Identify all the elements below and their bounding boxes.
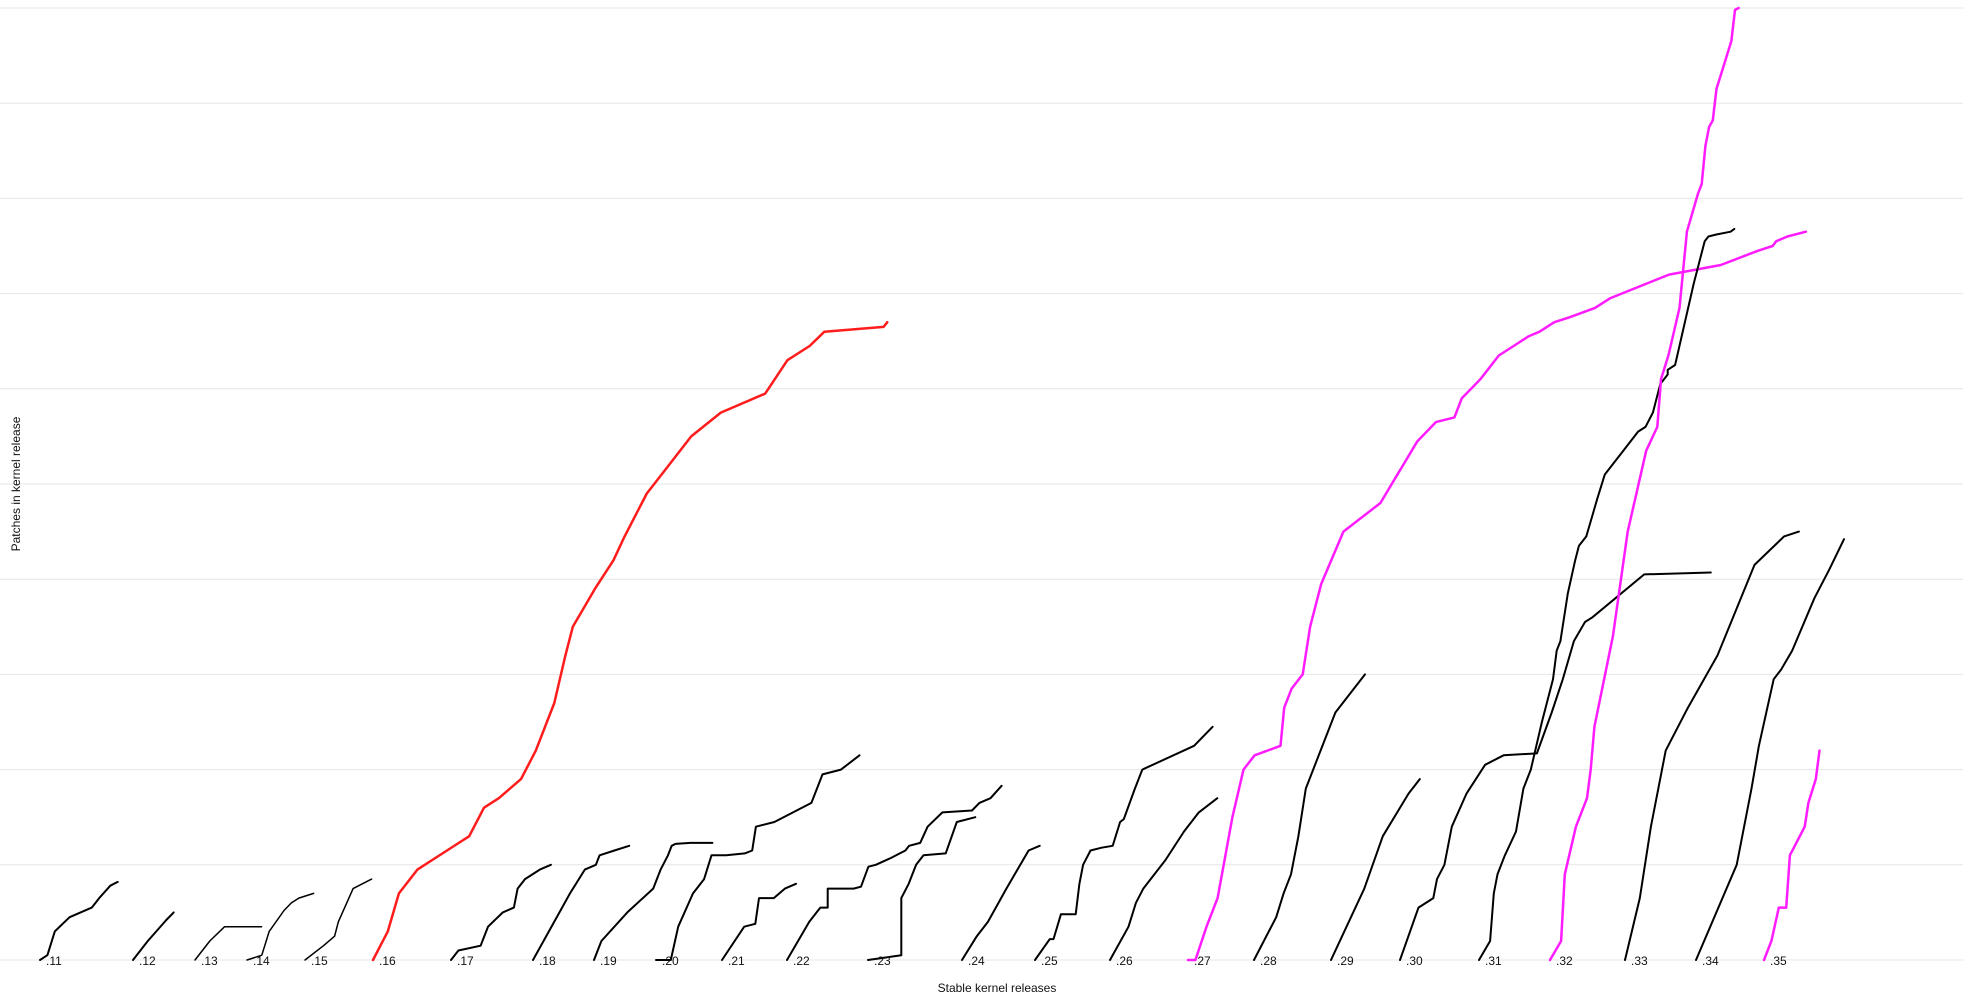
series-line-28 [1253,673,1366,961]
x-tick-label: .29 [1337,954,1354,968]
series-line-22 [786,784,1003,961]
series-line-34 [1695,538,1845,961]
series-line-15 [304,878,373,961]
series-line-25 [1034,725,1214,961]
x-tick-label: .23 [874,954,891,968]
x-tick-label: .11 [46,954,62,968]
x-tick-label: .31 [1485,954,1502,968]
series-line-23 [867,816,977,961]
x-tick-label: .30 [1406,954,1423,968]
x-tick-label: .20 [662,954,679,968]
x-tick-label: .24 [968,954,985,968]
series-line-13 [194,925,263,961]
x-tick-label: .32 [1556,954,1573,968]
series-line-17 [450,863,552,961]
series-line-18 [532,844,631,961]
x-tick-label: .27 [1194,954,1211,968]
x-tick-label: .17 [457,954,474,968]
series-line-14 [246,892,315,961]
x-tick-label: .35 [1770,954,1787,968]
x-tick-label: .22 [793,954,810,968]
x-tick-label: .13 [201,954,218,968]
series-line-16 [371,320,889,962]
series-line-26 [1109,797,1219,961]
series-line-24 [961,844,1041,961]
x-tick-label: .28 [1260,954,1277,968]
x-tick-label: .26 [1116,954,1133,968]
x-tick-label: .15 [311,954,328,968]
series-line-19 [593,841,714,961]
x-tick-label: .18 [539,954,556,968]
x-tick-label: .14 [253,954,270,968]
x-tick-label: .16 [379,954,396,968]
x-tick-label: .34 [1702,954,1719,968]
series-line-21 [721,882,797,961]
series-line-32 [1548,6,1740,962]
series-line-27 [1186,230,1808,962]
series-line-11 [39,880,119,961]
series-line-29 [1330,778,1421,961]
gridlines [0,7,1963,961]
series-line-20 [655,754,861,961]
x-tick-label: .12 [139,954,156,968]
x-tick-label: .21 [728,954,745,968]
x-tick-labels: .11 .12 .13 .14 .15 .16 .17 .18 .19 .20 .21 .22 .23.… [46,954,1787,968]
x-axis-title: Stable kernel releases [938,981,1057,995]
x-tick-label: .33 [1631,954,1648,968]
y-axis-title: Patches in kernel release [9,416,23,551]
series-lines [39,6,1845,962]
series-line-12 [132,911,175,961]
series-line-33 [1624,530,1800,961]
series-line-35 [1762,749,1821,962]
series-line-31 [1478,227,1736,961]
series-line-30 [1399,571,1712,961]
x-tick-label: .19 [600,954,617,968]
x-tick-label: .25 [1041,954,1058,968]
